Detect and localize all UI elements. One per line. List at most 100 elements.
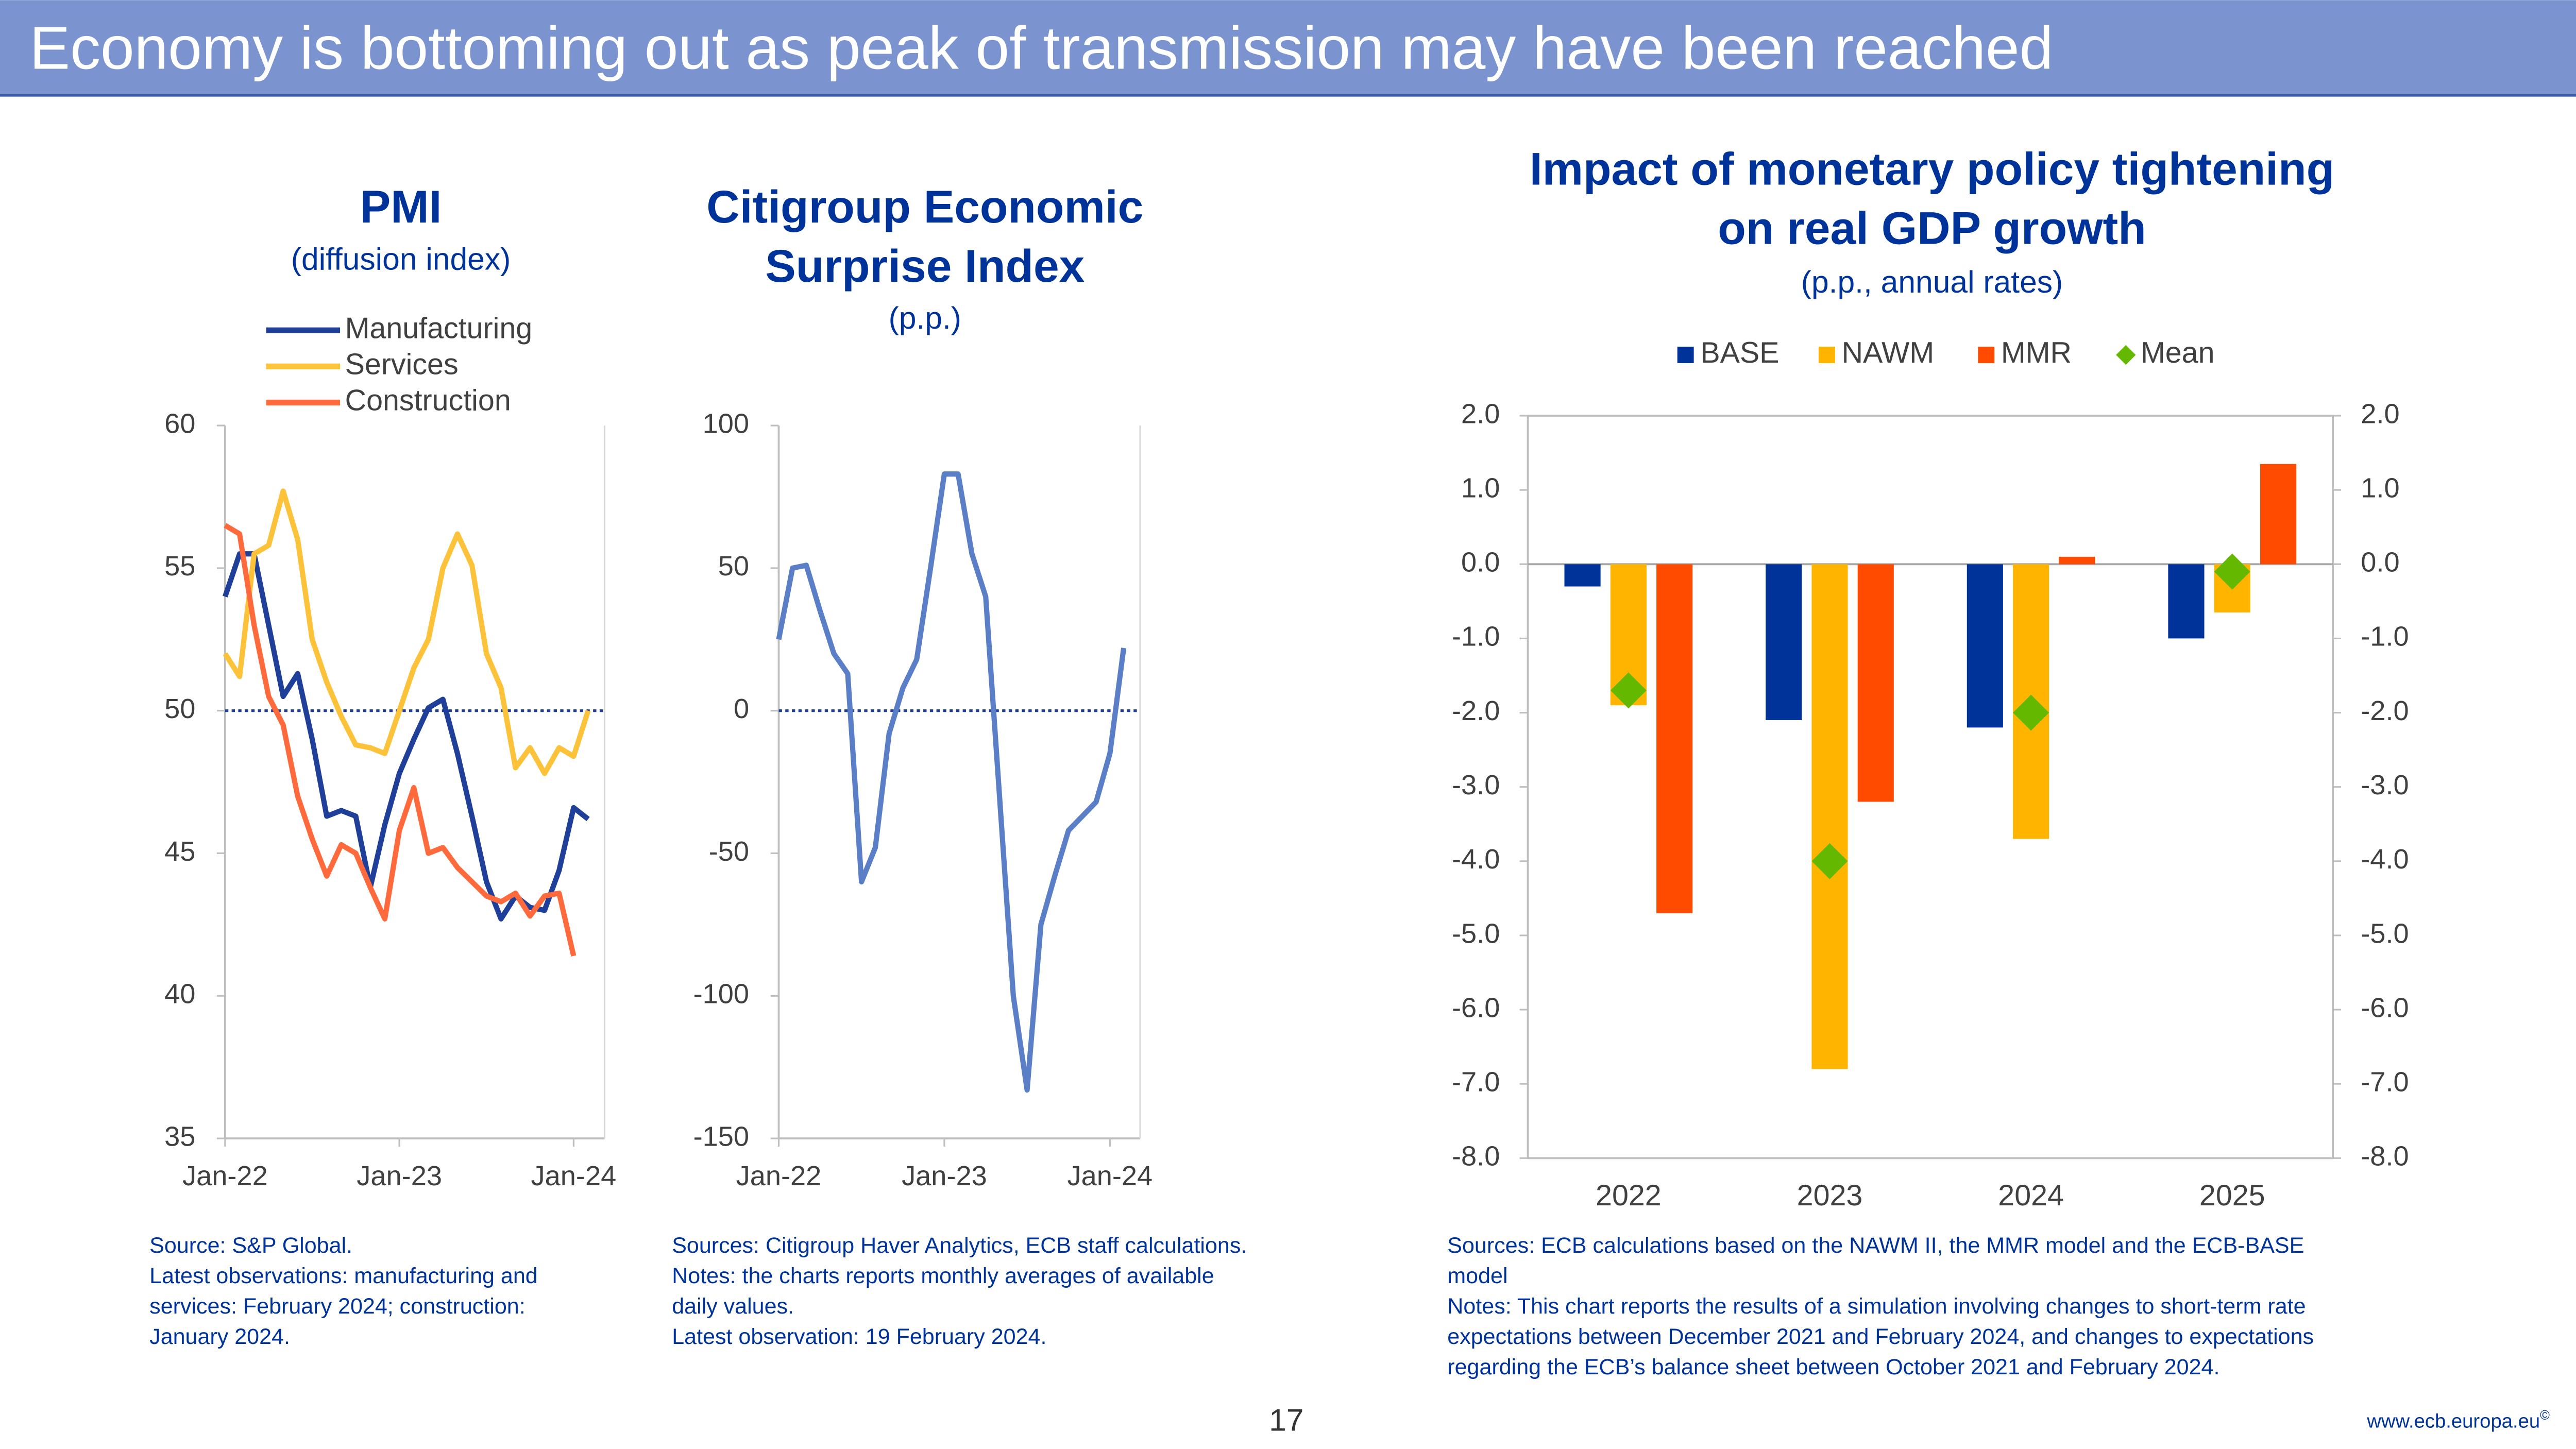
y2-tick-label: -2.0 [2361, 695, 2409, 726]
source-note: daily values. [672, 1294, 794, 1319]
legend-label: Services [345, 348, 459, 381]
title-bar [0, 0, 2576, 96]
legend-label: Manufacturing [345, 312, 533, 345]
y-tick-label: -100 [693, 979, 749, 1010]
x-tick-label: Jan-22 [182, 1161, 268, 1191]
page-title: Economy is bottoming out as peak of tran… [29, 14, 2053, 82]
bar [1564, 564, 1601, 587]
legend-label: Mean [2141, 336, 2215, 369]
bar [1766, 564, 1802, 720]
x-tick-label: 2022 [1596, 1179, 1662, 1212]
y-tick-label: 35 [164, 1121, 195, 1152]
y-tick-label: 60 [164, 408, 195, 439]
chart-title: Surprise Index [765, 240, 1084, 292]
series-line [776, 471, 1127, 1093]
y2-tick-label: -6.0 [2361, 992, 2409, 1023]
source-note: Sources: Citigroup Haver Analytics, ECB … [672, 1233, 1247, 1258]
source-note: Notes: This chart reports the results of… [1447, 1294, 2306, 1319]
y-tick-label: 0 [734, 693, 749, 724]
y-tick-label: 45 [164, 836, 195, 867]
legend-label: NAWM [1842, 336, 1935, 369]
bar [2168, 564, 2205, 639]
y-tick-label: 2.0 [1461, 398, 1500, 429]
bar [1857, 564, 1894, 802]
y2-tick-label: 2.0 [2361, 398, 2399, 429]
source-note: regarding the ECB’s balance sheet betwee… [1447, 1355, 2219, 1379]
legend-label: BASE [1700, 336, 1779, 369]
y2-tick-label: -8.0 [2361, 1141, 2409, 1172]
y-tick-label: -6.0 [1452, 992, 1500, 1023]
source-note: Latest observation: 19 February 2024. [672, 1324, 1046, 1349]
y2-tick-label: 0.0 [2361, 547, 2399, 578]
x-tick-label: Jan-24 [1067, 1161, 1153, 1191]
y-tick-label: 50 [718, 551, 749, 582]
page-number: 17 [1269, 1403, 1303, 1438]
chart-subtitle: (p.p., annual rates) [1801, 264, 2063, 299]
series-line [224, 523, 577, 957]
source-note: expectations between December 2021 and F… [1447, 1324, 2314, 1349]
x-tick-label: 2025 [2199, 1179, 2265, 1212]
y-tick-label: 0.0 [1461, 547, 1500, 578]
x-tick-label: 2023 [1797, 1179, 1863, 1212]
source-note: services: February 2024; construction: [149, 1294, 525, 1319]
bar [1656, 564, 1693, 913]
legend-swatch [1818, 347, 1835, 363]
source-note: model [1447, 1264, 1507, 1288]
y2-tick-label: -3.0 [2361, 770, 2409, 800]
chart-subtitle: (p.p.) [889, 300, 961, 335]
bar [2059, 556, 2095, 565]
y-tick-label: 100 [703, 408, 749, 439]
chart-title: PMI [360, 181, 442, 232]
y2-tick-label: -5.0 [2361, 918, 2409, 949]
y2-tick-label: -1.0 [2361, 621, 2409, 652]
plot-frame [1527, 415, 2334, 1160]
y-tick-label: -3.0 [1452, 770, 1500, 800]
series-line [223, 488, 591, 776]
site-url: www.ecb.europa.eu© [2366, 1408, 2550, 1433]
x-tick-label: Jan-22 [736, 1161, 822, 1191]
x-tick-label: Jan-23 [357, 1161, 442, 1191]
url: www.ecb.europa.eu [2366, 1410, 2540, 1433]
y2-tick-label: 1.0 [2361, 472, 2399, 503]
bar [1811, 564, 1848, 1069]
series-line [223, 551, 590, 922]
y-tick-label: -2.0 [1452, 695, 1500, 726]
x-tick-label: Jan-24 [531, 1161, 617, 1191]
source-note: Notes: the charts reports monthly averag… [672, 1264, 1214, 1288]
source-note: Sources: ECB calculations based on the N… [1447, 1233, 2304, 1258]
legend-label: MMR [2001, 336, 2072, 369]
chart-title: on real GDP growth [1718, 202, 2146, 253]
y-tick-label: -150 [693, 1121, 749, 1152]
source-note: January 2024. [149, 1324, 290, 1349]
y-tick-label: -50 [709, 836, 749, 867]
y-tick-label: 55 [164, 551, 195, 582]
chart-subtitle: (diffusion index) [291, 241, 511, 276]
y-tick-label: -4.0 [1452, 844, 1500, 875]
y-tick-label: -1.0 [1452, 621, 1500, 652]
legend-swatch [2116, 345, 2136, 365]
source-note: Source: S&P Global. [149, 1233, 352, 1258]
y-tick-label: -7.0 [1452, 1067, 1500, 1098]
y-tick-label: -5.0 [1452, 918, 1500, 949]
chart-title: Citigroup Economic [706, 181, 1143, 232]
bar [2260, 464, 2297, 565]
legend-swatch [1978, 347, 1995, 363]
source-note: Latest observations: manufacturing and [149, 1264, 538, 1288]
y-tick-label: 50 [164, 693, 195, 724]
copyright: © [2540, 1408, 2550, 1423]
mean-marker [2214, 553, 2250, 590]
legend-swatch [1677, 347, 1694, 363]
y-tick-label: 40 [164, 979, 195, 1010]
y-tick-label: 1.0 [1461, 472, 1500, 503]
chart-title: Impact of monetary policy tightening [1530, 143, 2334, 195]
legend-label: Construction [345, 384, 511, 417]
x-tick-label: 2024 [1998, 1179, 2064, 1212]
y-tick-label: -8.0 [1452, 1141, 1500, 1172]
y2-tick-label: -7.0 [2361, 1067, 2409, 1098]
x-tick-label: Jan-23 [902, 1161, 987, 1191]
y2-tick-label: -4.0 [2361, 844, 2409, 875]
bar [1967, 564, 2003, 728]
mean-marker [1811, 843, 1848, 879]
